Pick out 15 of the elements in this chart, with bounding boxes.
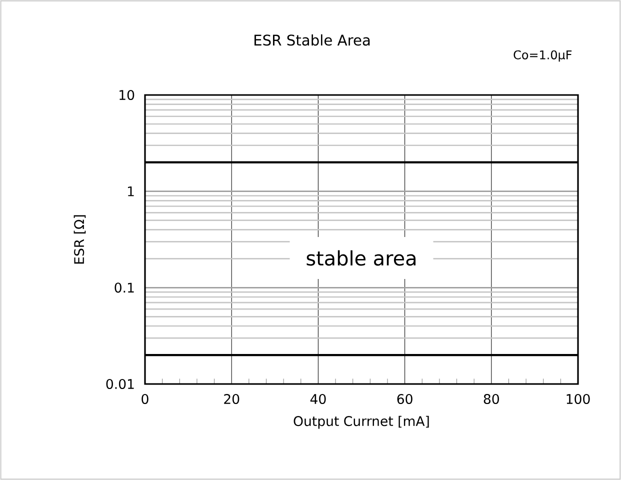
x-tick-label: 20: [224, 394, 240, 404]
x-tick-label: 60: [397, 394, 412, 404]
chart-title: ESR Stable Area: [254, 34, 370, 46]
x-tick-label: 0: [142, 394, 148, 404]
x-tick-label: 40: [310, 394, 326, 404]
x-tick-label: 100: [566, 394, 590, 404]
x-axis-title: Output Currnet [mA]: [294, 416, 429, 429]
annotation: stable area: [306, 250, 416, 266]
y-tick-label: 1: [128, 186, 134, 196]
y-axis-title: ESR [Ω]: [74, 215, 86, 264]
y-tick-label: 0.01: [106, 378, 134, 390]
text: Co=1.0μF: [514, 50, 572, 62]
x-tick-label: 80: [484, 394, 499, 404]
y-tick-label: 10: [120, 90, 134, 100]
y-tick-label: 0.1: [114, 282, 134, 293]
